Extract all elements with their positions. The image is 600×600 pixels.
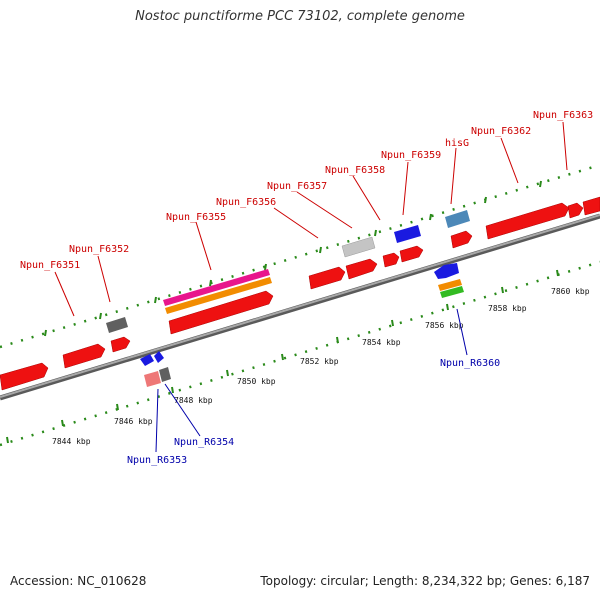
label-npun-r6360: Npun_R6360: [440, 358, 500, 369]
gene-npun-f6352: [110, 336, 131, 353]
label-npun-r6354: Npun_R6354: [174, 437, 234, 448]
feature-bar-orange: [165, 277, 272, 314]
gene-npun-f6356: [308, 266, 346, 290]
genome-summary-text: Topology: circular; Length: 8,234,322 bp…: [260, 574, 590, 588]
label-npun-f6352: Npun_F6352: [69, 244, 129, 255]
gene-npun-f6351: [62, 343, 106, 369]
gene-npun-f6363: [567, 202, 584, 219]
gene-npun-r6354: [159, 367, 171, 382]
gene-hisg: [450, 230, 473, 249]
forward-genes: [0, 196, 600, 391]
feature-bar-green-rev: [440, 286, 464, 298]
feature-bar-orange-rev: [438, 279, 462, 291]
scale-label-7850: 7850 kbp: [237, 377, 276, 386]
feature-blue-box: [394, 225, 421, 243]
label-npun-f6357: Npun_F6357: [267, 181, 327, 192]
gene-npun-f6355: [168, 290, 274, 335]
feature-lightgray-box: [341, 236, 376, 258]
genome-backbone: [0, 213, 600, 401]
scale-label-7858: 7858 kbp: [488, 304, 527, 313]
label-npun-f6362: Npun_F6362: [471, 126, 531, 137]
gene-npun-f6359a: [382, 252, 400, 268]
scale-labels: 7844 kbp 7846 kbp 7848 kbp 7850 kbp 7852…: [52, 287, 590, 446]
gene-blue-rev-2: [154, 351, 164, 363]
label-npun-f6358: Npun_F6358: [325, 165, 385, 176]
gene-blue-rev-3: [434, 263, 459, 279]
forward-label-leaders: [54, 121, 568, 317]
reverse-gene-labels: Npun_R6353 Npun_R6354 Npun_R6360: [127, 358, 500, 466]
label-npun-f6356: Npun_F6356: [216, 197, 276, 208]
label-npun-f6355: Npun_F6355: [166, 212, 226, 223]
label-npun-f6363: Npun_F6363: [533, 110, 593, 121]
gene-npun-f6358: [345, 258, 378, 280]
label-npun-r6353: Npun_R6353: [127, 455, 187, 466]
scale-label-7854: 7854 kbp: [362, 338, 401, 347]
scale-label-7848: 7848 kbp: [174, 396, 213, 405]
gene-left-edge: [0, 362, 49, 391]
gene-npun-f6362: [485, 202, 570, 240]
label-npun-f6351: Npun_F6351: [20, 260, 80, 271]
gene-npun-f6359b: [399, 245, 424, 263]
label-hisg: hisG: [445, 138, 469, 149]
gene-blue-rev-1: [140, 354, 154, 366]
gene-right-edge: [582, 196, 600, 216]
scale-label-7844: 7844 kbp: [52, 437, 91, 446]
reverse-label-leaders: [155, 308, 468, 453]
scale-label-7846: 7846 kbp: [114, 417, 153, 426]
feature-steelblue-box: [445, 210, 470, 228]
gene-npun-r6353: [144, 371, 161, 387]
label-npun-f6359: Npun_F6359: [381, 150, 441, 161]
map-title: Nostoc punctiforme PCC 73102, complete g…: [135, 9, 465, 24]
upper-tick-track: [0, 163, 600, 349]
accession-text: Accession: NC_010628: [10, 574, 147, 588]
feature-bar-magenta: [163, 269, 270, 306]
scale-label-7860: 7860 kbp: [551, 287, 590, 296]
scale-label-7856: 7856 kbp: [425, 321, 464, 330]
feature-gray-box: [106, 317, 128, 333]
scale-label-7852: 7852 kbp: [300, 357, 339, 366]
reverse-genes: [140, 263, 464, 387]
forward-gene-labels: Npun_F6351 Npun_F6352 Npun_F6355 Npun_F6…: [20, 110, 593, 271]
lower-tick-track: [0, 260, 600, 447]
